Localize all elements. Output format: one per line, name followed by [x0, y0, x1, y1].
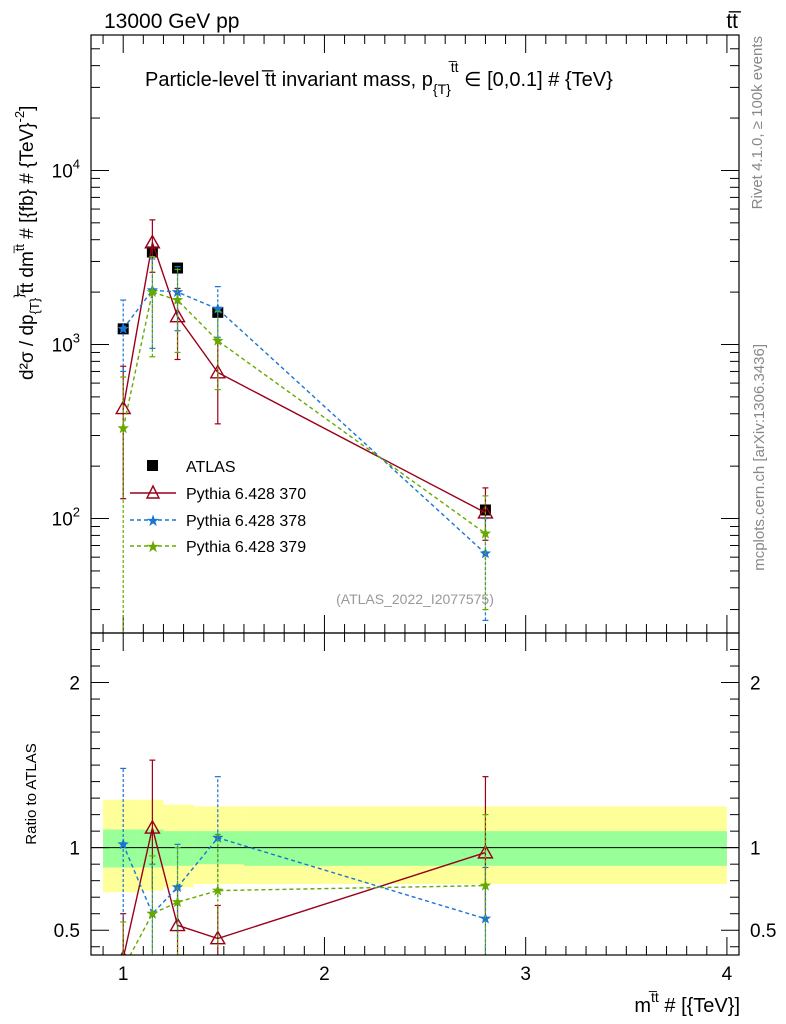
title-sup: t̅t — [448, 59, 459, 75]
ratio-ytick-label-right: 0.5 — [750, 921, 776, 942]
main-series-line-3 — [122, 291, 486, 535]
ratio-marker-1 — [212, 831, 224, 843]
ratio-xtick-label: 4 — [722, 964, 733, 985]
ylabel-close: ] — [17, 106, 38, 111]
main-ytick-label: 102 — [52, 505, 80, 531]
ylabel-sup: } — [11, 293, 26, 298]
mcplots-label: mcplots.cern.ch [arXiv:1306.3436] — [751, 344, 768, 571]
ylabel-sub: {T} — [27, 297, 42, 314]
ratio-marker-2 — [146, 907, 159, 919]
main-ytick-label: 103 — [52, 330, 80, 356]
title-tail: ∈ [0,0.1] # {TeV} — [459, 69, 614, 91]
xlabel-tail: # [{TeV}] — [659, 995, 740, 1017]
ylabel-sup2: t̅t — [12, 244, 27, 254]
main-ytick-label: 104 — [52, 156, 80, 182]
ratio-ytick-label-right: 1 — [750, 839, 761, 860]
ylabel-main: d²σ / dp — [17, 314, 38, 380]
ratio-xlabel: mt̅t # [{TeV}] — [634, 989, 740, 1017]
xlabel-sup: t̅t — [648, 989, 659, 1005]
main-marker-370 — [114, 399, 132, 415]
ratio-marker-2 — [479, 879, 492, 891]
main-panel: 102 103 104 Particle-level t̅t invariant m… — [11, 34, 740, 634]
ratio-frame — [90, 632, 740, 956]
ratio-xtick-label: 3 — [520, 964, 531, 985]
legend-370-marker — [145, 484, 161, 499]
process-label: tt̅ — [726, 10, 742, 33]
analysis-watermark: (ATLAS_2022_I2077575) — [336, 591, 494, 607]
ratio-marker-370 — [209, 930, 226, 945]
ratio-ytick-label-left: 1 — [69, 839, 80, 860]
ratio-panel: 0.5 0.5 1 1 2 2 Ratio to ATLAS mt̅t # [{TeV}] — [23, 632, 776, 1017]
ratio-xtick-label: 2 — [319, 964, 330, 985]
ratio-xtick-label: 1 — [118, 964, 129, 985]
ratio-ytick-label-right: 2 — [750, 674, 761, 695]
main-marker-2 — [212, 303, 224, 314]
ylabel-rest: t̅t dm — [17, 251, 38, 297]
ylabel-sup3: -2 — [12, 111, 27, 123]
main-marker-3 — [212, 334, 224, 346]
main-marker-3 — [117, 422, 129, 434]
ylabel-tail: # [{fb} # {TeV} — [17, 122, 38, 244]
ratio-marker-2 — [212, 884, 224, 896]
main-marker-3 — [479, 527, 492, 539]
main-marker-3 — [146, 286, 159, 297]
main-title: Particle-level t̅t invariant mass, p{T} t… — [145, 59, 613, 97]
ratio-series-line-2 — [129, 884, 486, 955]
main-marker-3 — [171, 294, 184, 305]
main-marker-370 — [144, 234, 161, 249]
main-ylabel: d²σ / dp{T}}t̅t dmt̅t # [{fb} # {TeV}-2] — [11, 106, 42, 380]
ratio-ylabel: Ratio to ATLAS — [23, 743, 40, 844]
ratio-series-group — [117, 759, 494, 955]
rivet-label: Rivet 4.1.0, ≥ 100k events — [749, 36, 766, 209]
title-sub: {T} — [433, 81, 451, 97]
legend-378-marker: ★ — [146, 513, 160, 530]
main-marker-2 — [117, 322, 129, 334]
ratio-stat-uncertainty-band — [163, 831, 194, 866]
ratio-marker-370 — [144, 819, 161, 834]
main-plot-area: 102 103 104 — [52, 34, 739, 633]
legend-379-label: Pythia 6.428 379 — [186, 539, 306, 556]
energy-label: 13000 GeV pp — [104, 10, 239, 33]
ratio-marker-1 — [117, 838, 129, 850]
legend-370-label: Pythia 6.428 370 — [186, 486, 306, 503]
ratio-marker-1 — [171, 881, 184, 893]
ratio-plot-area: 0.5 0.5 1 1 2 2 — [54, 633, 776, 955]
ratio-ytick-label-left: 2 — [69, 674, 80, 695]
xlabel-main: m — [634, 995, 651, 1017]
legend-atlas-marker — [147, 460, 158, 471]
ratio-marker-2 — [171, 896, 184, 907]
ratio-ytick-label-left: 0.5 — [54, 921, 80, 942]
legend-378-label: Pythia 6.428 378 — [186, 513, 306, 530]
legend-atlas-label: ATLAS — [186, 459, 236, 476]
legend-379-marker: ★ — [146, 539, 160, 556]
title-main-text: Particle-level t̅t invariant mass, p — [145, 69, 433, 91]
ratio-series-line-1 — [122, 836, 486, 920]
legend: ATLAS Pythia 6.428 370 ★ Pythia 6.428 37… — [130, 459, 306, 556]
